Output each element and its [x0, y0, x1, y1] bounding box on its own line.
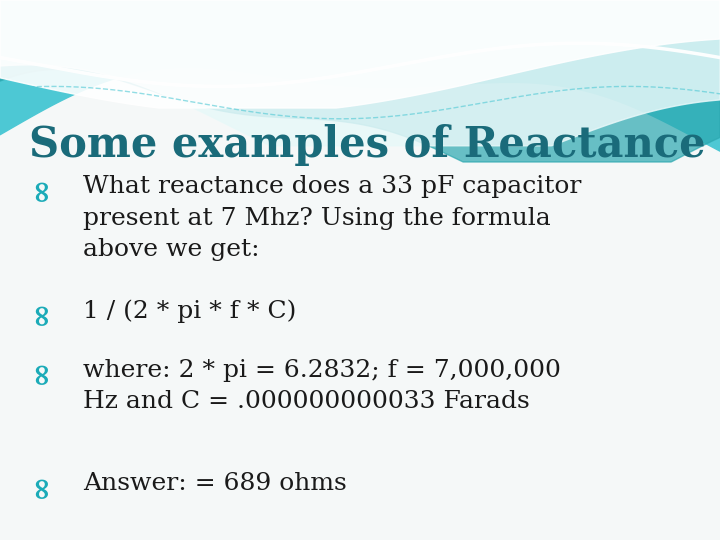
- Text: where: 2 * pi = 6.2832; f = 7,000,000
Hz and C = .000000000033 Farads: where: 2 * pi = 6.2832; f = 7,000,000 Hz…: [83, 359, 561, 413]
- Text: Answer: = 689 ohms: Answer: = 689 ohms: [83, 472, 346, 496]
- Text: ∞: ∞: [25, 359, 56, 384]
- Text: Some examples of Reactance: Some examples of Reactance: [29, 124, 706, 166]
- Text: What reactance does a 33 pF capacitor
present at 7 Mhz? Using the formula
above : What reactance does a 33 pF capacitor pr…: [83, 176, 581, 261]
- Text: ∞: ∞: [25, 300, 56, 325]
- Text: ∞: ∞: [25, 176, 56, 201]
- Text: 1 / (2 * pi * f * C): 1 / (2 * pi * f * C): [83, 300, 296, 323]
- Text: ∞: ∞: [25, 472, 56, 498]
